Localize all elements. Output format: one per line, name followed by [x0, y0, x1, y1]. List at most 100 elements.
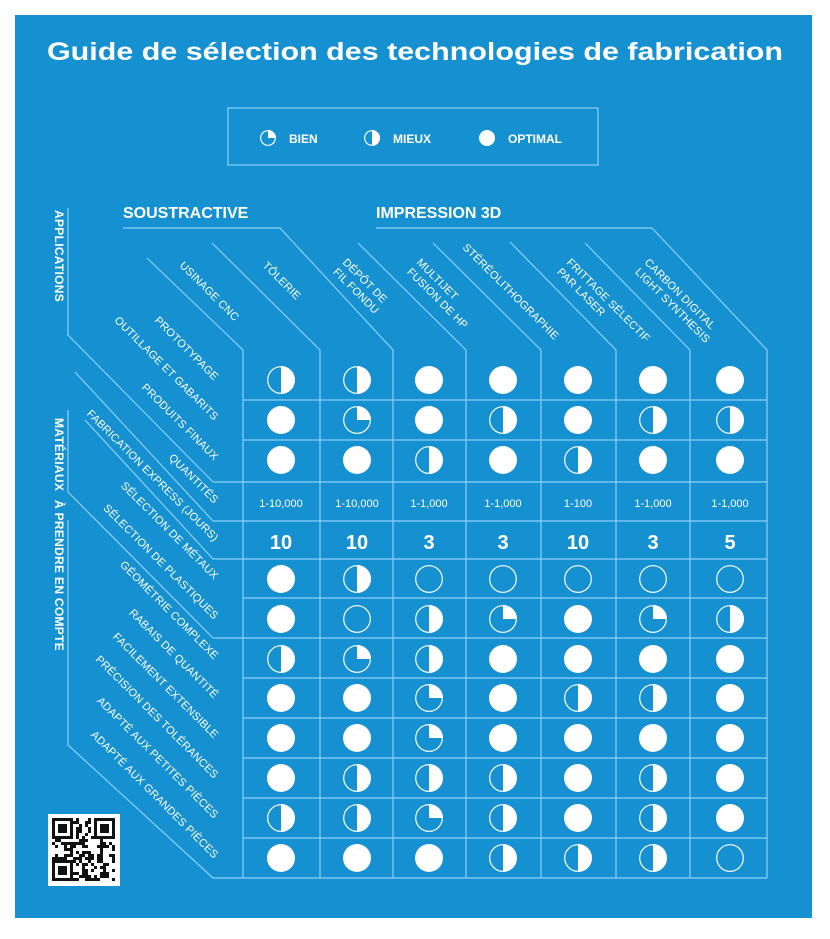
better-rating-icon: [267, 804, 295, 832]
optimal-rating-icon: [716, 804, 744, 832]
good-rating-icon: [415, 804, 443, 832]
better-rating-icon: [564, 844, 592, 872]
better-rating-icon: [415, 446, 443, 474]
optimal-rating-icon: [489, 724, 517, 752]
good-rating-icon: [639, 605, 667, 633]
optimal-rating-icon: [564, 645, 592, 673]
section-applications: APPLICATIONS: [52, 210, 66, 302]
group-subtractive: SOUSTRACTIVE: [123, 205, 249, 222]
optimal-rating-icon: [564, 605, 592, 633]
better-rating-icon: [489, 844, 517, 872]
optimal-rating-icon: [489, 645, 517, 673]
column-divider: [376, 227, 768, 878]
legend: BIEN MIEUX OPTIMAL: [227, 107, 599, 166]
optimal-rating-icon: [489, 684, 517, 712]
legend-mieux-icon: [364, 130, 380, 146]
optimal-rating-icon: [343, 844, 371, 872]
optimal-rating-icon: [267, 764, 295, 792]
rating-grid: 1-10,000 1-10,000 1-1,000 1-1,000 1-100 1-1,0…: [259, 366, 749, 872]
optimal-rating-icon: [415, 406, 443, 434]
optimal-rating-icon: [639, 446, 667, 474]
quantity-value: 1-100: [564, 498, 592, 510]
optimal-rating-icon: [267, 724, 295, 752]
none-rating-icon: [716, 565, 744, 593]
optimal-rating-icon: [639, 645, 667, 673]
optimal-rating-icon: [716, 366, 744, 394]
optimal-rating-icon: [267, 406, 295, 434]
qr-code: [48, 814, 120, 886]
optimal-rating-icon: [716, 724, 744, 752]
column-divider: [584, 242, 691, 878]
section-bracket-considerations: [67, 520, 214, 879]
quantity-value: 1-1,000: [634, 498, 671, 510]
optimal-rating-icon: [564, 764, 592, 792]
good-rating-icon: [489, 605, 517, 633]
good-rating-icon: [343, 645, 371, 673]
lead-time-value: 3: [497, 532, 508, 554]
lead-time-value: 10: [270, 532, 292, 554]
column-divider: [211, 242, 321, 878]
optimal-rating-icon: [489, 446, 517, 474]
legend-box: [227, 107, 599, 166]
better-rating-icon: [716, 406, 744, 434]
optimal-rating-icon: [267, 565, 295, 593]
lead-time-value: 10: [567, 532, 589, 554]
better-rating-icon: [716, 605, 744, 633]
better-rating-icon: [489, 764, 517, 792]
better-rating-icon: [489, 406, 517, 434]
optimal-rating-icon: [716, 684, 744, 712]
optimal-rating-icon: [564, 804, 592, 832]
better-rating-icon: [267, 366, 295, 394]
optimal-rating-icon: [415, 366, 443, 394]
good-rating-icon: [415, 684, 443, 712]
better-rating-icon: [639, 684, 667, 712]
better-rating-icon: [564, 684, 592, 712]
optimal-rating-icon: [343, 684, 371, 712]
better-rating-icon: [343, 565, 371, 593]
optimal-rating-icon: [343, 446, 371, 474]
lead-time-value: 5: [724, 532, 735, 554]
optimal-rating-icon: [267, 844, 295, 872]
better-rating-icon: [639, 764, 667, 792]
legend-optimal-icon: [479, 130, 495, 146]
legend-bien-icon: [260, 130, 276, 146]
section-materials: MATÉRIAUX: [52, 418, 67, 491]
optimal-rating-icon: [564, 724, 592, 752]
good-rating-icon: [415, 724, 443, 752]
none-rating-icon: [639, 565, 667, 593]
better-rating-icon: [343, 366, 371, 394]
column-divider: [357, 242, 467, 878]
section-bracket-materials: [67, 410, 214, 639]
good-rating-icon: [343, 406, 371, 434]
optimal-rating-icon: [716, 645, 744, 673]
none-rating-icon: [716, 844, 744, 872]
lead-time-value: 3: [647, 532, 658, 554]
better-rating-icon: [564, 446, 592, 474]
column-divider: [432, 242, 542, 878]
row-label-divider: [74, 371, 214, 522]
optimal-rating-icon: [267, 446, 295, 474]
none-rating-icon: [489, 565, 517, 593]
none-rating-icon: [343, 605, 371, 633]
legend-label: OPTIMAL: [508, 132, 562, 146]
optimal-rating-icon: [564, 366, 592, 394]
none-rating-icon: [564, 565, 592, 593]
better-rating-icon: [415, 605, 443, 633]
optimal-rating-icon: [489, 366, 517, 394]
better-rating-icon: [267, 645, 295, 673]
page-title: Guide de sélection des technologies de f…: [47, 38, 783, 66]
better-rating-icon: [343, 804, 371, 832]
group-3d-printing: IMPRESSION 3D: [376, 205, 501, 222]
optimal-rating-icon: [267, 684, 295, 712]
column-divider: [123, 227, 394, 878]
better-rating-icon: [489, 804, 517, 832]
column-divider: [146, 257, 244, 878]
lead-time-value: 10: [346, 532, 368, 554]
quantity-value: 1-10,000: [335, 498, 378, 510]
lead-time-value: 3: [423, 532, 434, 554]
column-divider: [509, 241, 617, 878]
grid-lines: [67, 208, 768, 879]
optimal-rating-icon: [267, 605, 295, 633]
better-rating-icon: [415, 764, 443, 792]
